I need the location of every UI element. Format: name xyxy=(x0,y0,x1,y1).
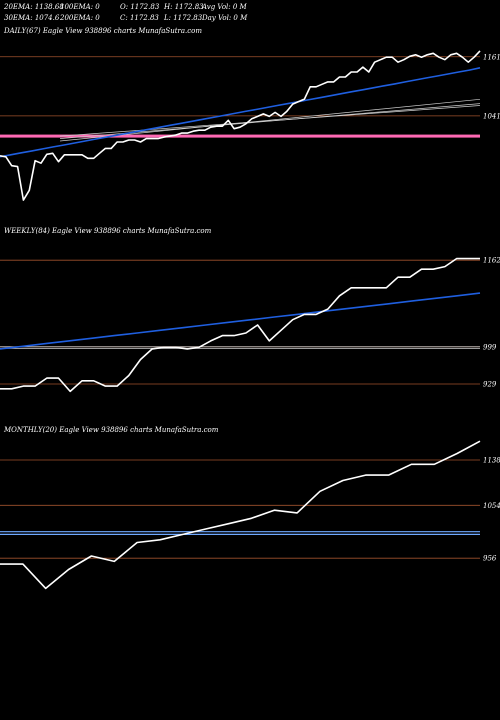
high-readout: H: 1172.83 xyxy=(164,3,204,11)
daily-level-label-1: 1041 xyxy=(483,112,500,120)
open-readout: O: 1172.83 xyxy=(120,3,160,11)
ema200-readout: 200EMA: 0 xyxy=(60,14,100,22)
monthly-level-label-0: 1138 xyxy=(483,456,500,464)
monthly-series-0 xyxy=(0,440,481,590)
avg-volume-readout: Avg Vol: 0 M xyxy=(202,3,247,11)
weekly-series-1 xyxy=(0,292,481,350)
daily-chart-title: DAILY(67) Eagle View 938896 charts Munaf… xyxy=(4,27,203,35)
close-readout: C: 1172.83 xyxy=(120,14,159,22)
day-volume-readout: Day Vol: 0 M xyxy=(202,14,248,22)
weekly-series-0 xyxy=(0,257,480,393)
daily-support-band xyxy=(0,134,480,138)
monthly-level-label-2: 956 xyxy=(483,555,497,563)
ema30-readout: 30EMA: 1074.6 xyxy=(4,14,60,22)
monthly-chart-title: MONTHLY(20) Eagle View 938896 charts Mun… xyxy=(4,426,219,434)
weekly-level-label-1: 999 xyxy=(483,343,497,351)
daily-level-label-0: 1161 xyxy=(483,53,500,61)
ema20-readout: 20EMA: 1138.68 xyxy=(4,3,64,11)
weekly-chart-title: WEEKLY(84) Eagle View 938896 charts Muna… xyxy=(4,227,212,235)
daily-series-1 xyxy=(0,67,481,158)
low-readout: L: 1172.83 xyxy=(164,14,203,22)
ema100-readout: 100EMA: 0 xyxy=(60,3,100,11)
weekly-level-label-2: 929 xyxy=(483,380,497,388)
monthly-level-label-1: 1054 xyxy=(483,502,500,510)
weekly-level-label-0: 1162 xyxy=(483,257,500,265)
daily-series-2 xyxy=(59,98,481,142)
daily-series-0 xyxy=(0,50,481,201)
